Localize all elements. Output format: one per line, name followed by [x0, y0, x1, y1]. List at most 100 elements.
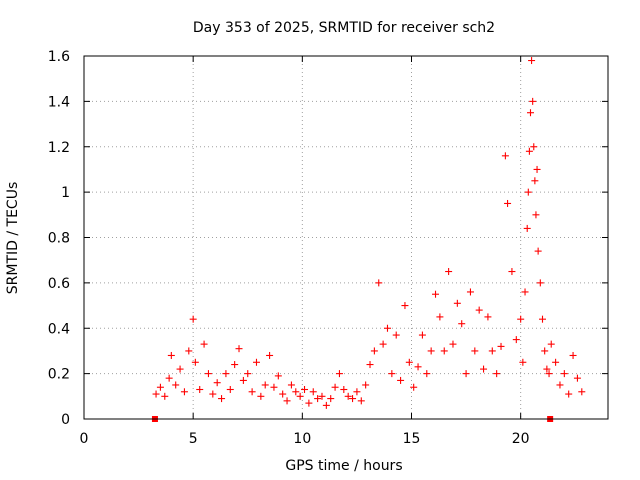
data-point: [189, 315, 197, 323]
data-point: [578, 388, 586, 396]
data-point: [287, 381, 295, 389]
data-point: [383, 324, 391, 332]
data-point: [534, 247, 542, 255]
data-point: [322, 401, 330, 409]
data-point: [504, 199, 512, 207]
data-point: [261, 381, 269, 389]
y-tick-label: 1: [61, 185, 70, 201]
data-point: [488, 347, 496, 355]
data-point: [556, 381, 564, 389]
data-point: [274, 372, 282, 380]
data-point: [501, 152, 509, 160]
data-point: [314, 395, 322, 403]
data-point: [547, 340, 555, 348]
data-point: [213, 379, 221, 387]
data-point: [231, 361, 239, 369]
data-point: [344, 392, 352, 400]
data-point: [545, 370, 553, 378]
data-point: [362, 381, 370, 389]
data-point: [397, 376, 405, 384]
data-point: [309, 388, 317, 396]
data-point: [340, 386, 348, 394]
data-point: [436, 313, 444, 321]
data-point: [560, 370, 568, 378]
data-point: [156, 383, 164, 391]
data-point: [508, 268, 516, 276]
data-point: [388, 370, 396, 378]
data-point: [349, 395, 357, 403]
data-point: [165, 374, 173, 382]
data-point: [392, 331, 400, 339]
data-point: [512, 336, 520, 344]
data-point: [480, 365, 488, 373]
data-point: [414, 363, 422, 371]
data-point: [235, 345, 243, 353]
data-point: [453, 299, 461, 307]
data-point: [257, 392, 265, 400]
y-axis-label: SRMTID / TECUs: [5, 182, 21, 295]
data-point: [191, 358, 199, 366]
data-point: [366, 361, 374, 369]
data-point: [519, 358, 527, 366]
data-point: [475, 306, 483, 314]
data-point: [327, 395, 335, 403]
data-point: [517, 315, 525, 323]
x-tick-label: 10: [293, 431, 311, 447]
grid: [84, 56, 608, 419]
data-point: [536, 279, 544, 287]
data-point: [152, 390, 160, 398]
data-point: [530, 143, 538, 151]
data-point: [471, 347, 479, 355]
data-point: [525, 147, 533, 155]
data-point: [427, 347, 435, 355]
data-point: [185, 347, 193, 355]
data-point: [331, 383, 339, 391]
data-point: [521, 288, 529, 296]
data-point: [335, 370, 343, 378]
data-point: [552, 358, 560, 366]
data-point: [248, 388, 256, 396]
data-point: [244, 370, 252, 378]
data-point: [305, 399, 313, 407]
data-point: [379, 340, 387, 348]
data-point: [357, 397, 365, 405]
data-point: [222, 370, 230, 378]
data-points: [152, 57, 586, 409]
data-point: [270, 383, 278, 391]
data-point: [252, 358, 260, 366]
data-point: [167, 351, 175, 359]
plot-frame: [83, 55, 609, 420]
data-point: [524, 188, 532, 196]
axes: 0 5 10 15 20 0 0.2 0.4 0.6 0.8 1 1.2 1.4 1.6: [48, 49, 608, 447]
data-point: [405, 358, 413, 366]
data-point: [401, 302, 409, 310]
data-point: [239, 376, 247, 384]
data-point: [204, 370, 212, 378]
y-tick-label: 0.2: [48, 367, 70, 383]
x-axis-label: GPS time / hours: [285, 458, 402, 474]
data-point: [432, 290, 440, 298]
data-point: [161, 392, 169, 400]
data-point: [466, 288, 474, 296]
y-tick-label: 1.6: [48, 49, 70, 65]
x-tick-label: 0: [80, 431, 89, 447]
data-point: [418, 331, 426, 339]
data-point: [539, 315, 546, 323]
data-point: [569, 351, 577, 359]
data-point: [226, 386, 234, 394]
data-point: [445, 268, 453, 276]
data-point: [279, 390, 287, 398]
data-point: [484, 313, 492, 321]
data-point: [532, 211, 540, 219]
data-point: [523, 224, 531, 232]
data-point: [528, 57, 536, 65]
y-tick-label: 1.4: [48, 94, 70, 110]
data-point: [526, 109, 534, 117]
data-point: [565, 390, 573, 398]
data-point: [172, 381, 180, 389]
data-point: [573, 374, 581, 382]
y-tick-label: 1.2: [48, 140, 70, 156]
y-tick-label: 0.6: [48, 276, 70, 292]
data-point: [292, 388, 300, 396]
